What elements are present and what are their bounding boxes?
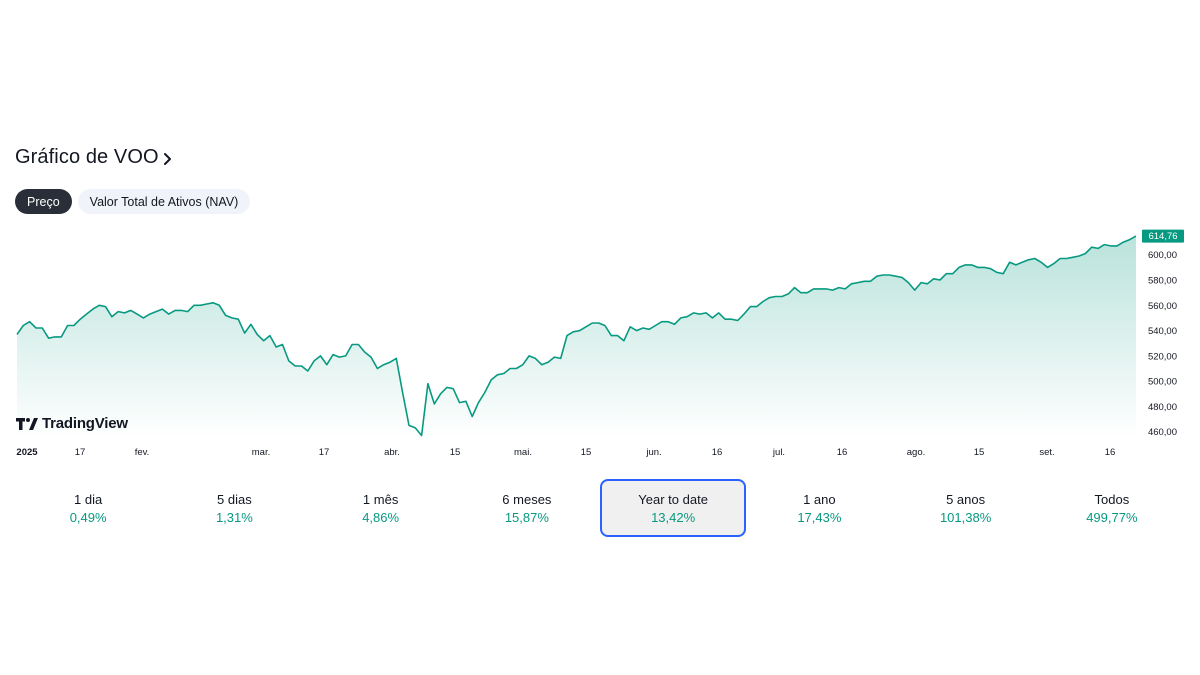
period-all[interactable]: Todos 499,77% [1039, 479, 1185, 537]
current-price-label: 614,76 [1148, 231, 1177, 242]
y-tick-label: 600,00 [1148, 250, 1177, 261]
period-1d[interactable]: 1 dia 0,49% [15, 479, 161, 537]
x-tick-label: jul. [772, 447, 785, 458]
price-area-fill [17, 236, 1136, 438]
current-price-badge: 614,76 [1142, 229, 1184, 243]
period-change: 17,43% [797, 509, 842, 525]
y-axis: 600,00 580,00 560,00 540,00 520,00 500,00 480,… [1148, 250, 1177, 438]
period-change: 0,49% [69, 509, 107, 525]
x-tick-label: mai. [514, 447, 532, 458]
y-tick-label: 460,00 [1148, 427, 1177, 438]
x-tick-label: 15 [974, 447, 985, 458]
period-change: 15,87% [504, 509, 549, 525]
tradingview-logo-text: TradingView [42, 415, 128, 432]
x-tick-label: set. [1039, 447, 1054, 458]
x-tick-label: 17 [75, 447, 86, 458]
period-change: 499,77% [1086, 509, 1138, 525]
period-label: 6 meses [502, 491, 552, 507]
tab-price[interactable]: Preço [15, 189, 72, 214]
period-1y[interactable]: 1 ano 17,43% [746, 479, 892, 537]
x-tick-label: 16 [837, 447, 848, 458]
period-ytd[interactable]: Year to date 13,42% [600, 479, 747, 537]
period-1m[interactable]: 1 mês 4,86% [308, 479, 454, 537]
y-tick-label: 580,00 [1148, 276, 1177, 287]
tradingview-logo-icon [16, 417, 38, 430]
x-axis: 2025 17 fev. mar. 17 abr. 15 mai. 15 jun. 16 jul. 16… [16, 447, 1115, 458]
x-tick-label: jun. [645, 447, 661, 458]
period-label: 5 dias [217, 491, 252, 507]
y-tick-label: 480,00 [1148, 402, 1177, 413]
x-tick-label: fev. [135, 447, 150, 458]
period-5y[interactable]: 5 anos 101,38% [893, 479, 1039, 537]
price-line [16, 235, 1137, 437]
period-change: 4,86% [362, 509, 400, 525]
chart-title-link[interactable]: Gráfico de VOO [15, 146, 173, 169]
y-tick-label: 560,00 [1148, 301, 1177, 312]
period-change: 1,31% [215, 509, 253, 525]
period-6m[interactable]: 6 meses 15,87% [454, 479, 600, 537]
x-tick-label: 2025 [16, 447, 38, 458]
page-title: Gráfico de VOO [15, 146, 159, 168]
period-change: 13,42% [651, 509, 696, 525]
x-tick-label: ago. [907, 447, 926, 458]
period-label: 1 dia [74, 491, 103, 507]
y-tick-label: 540,00 [1148, 326, 1177, 337]
period-5d[interactable]: 5 dias 1,31% [161, 479, 307, 537]
y-tick-label: 520,00 [1148, 351, 1177, 362]
chevron-right-icon [163, 152, 171, 165]
x-tick-label: 17 [319, 447, 330, 458]
tab-nav[interactable]: Valor Total de Ativos (NAV) [77, 189, 251, 214]
y-tick-label: 500,00 [1148, 377, 1177, 388]
period-label: 5 anos [946, 491, 986, 507]
x-tick-label: abr. [384, 447, 400, 458]
tradingview-logo[interactable]: TradingView [16, 415, 128, 432]
chart-type-tabs: Preço Valor Total de Ativos (NAV) [15, 189, 251, 214]
period-label: 1 ano [803, 491, 836, 507]
period-label: 1 mês [362, 491, 399, 507]
period-label: Todos [1094, 491, 1130, 507]
x-tick-label: 15 [450, 447, 461, 458]
x-tick-label: 15 [581, 447, 592, 458]
price-chart[interactable]: 600,00 580,00 560,00 540,00 520,00 500,00 480,… [0, 225, 1200, 465]
x-tick-label: 16 [1105, 447, 1116, 458]
x-tick-label: 16 [712, 447, 723, 458]
period-label: Year to date [638, 491, 708, 507]
x-tick-label: mar. [252, 447, 270, 458]
period-selector: 1 dia 0,49% 5 dias 1,31% 1 mês 4,86% 6 m… [15, 479, 1185, 537]
period-change: 101,38% [939, 509, 992, 525]
